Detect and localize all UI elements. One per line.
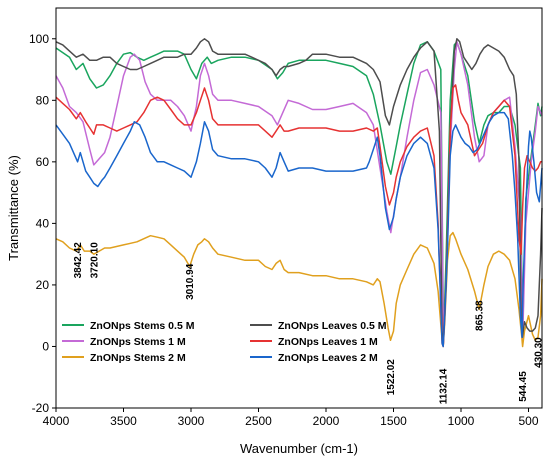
legend: ZnONps Stems 0.5 M ZnONps Stems 1 M ZnONps…: [62, 320, 387, 364]
x-tick-label: 1000: [448, 414, 475, 428]
x-tick-label: 4000: [43, 414, 70, 428]
legend-label: ZnONps Stems 2 M: [90, 352, 186, 364]
series-line-4: [55, 38, 543, 342]
y-tick-label: 0: [42, 339, 49, 353]
legend-label: ZnONps Stems 1 M: [90, 336, 186, 348]
legend-label: ZnONps Leaves 2 M: [278, 352, 378, 364]
series-line-3: [55, 231, 543, 348]
y-tick-label: 80: [36, 93, 50, 107]
series-layer: [55, 38, 543, 348]
y-axis-title: Transmittance (%): [6, 155, 21, 261]
plot-frame: [55, 7, 543, 409]
peak-label: 430.30: [534, 337, 545, 368]
legend-label: ZnONps Stems 0.5 M: [90, 320, 195, 332]
y-tick-label: -20: [32, 401, 50, 415]
x-tick-label: 3500: [110, 414, 137, 428]
y-tick-label: 100: [29, 32, 49, 46]
x-axis-title: Wavenumber (cm-1): [240, 441, 358, 456]
peak-label: 3842.42: [73, 242, 84, 279]
y-tick-label: 40: [36, 216, 50, 230]
annotation-layer: 3842.42 3720.10 3010.94 1522.02 1132.14 865.3…: [73, 242, 545, 405]
legend-label: ZnONps Leaves 0.5 M: [278, 320, 387, 332]
x-tick-label: 2000: [313, 414, 340, 428]
y-tick-label: 20: [36, 278, 50, 292]
x-tick-label: 1500: [380, 414, 407, 428]
peak-label: 3720.10: [89, 242, 100, 279]
x-tick-label: 500: [518, 414, 538, 428]
peak-label: 865.38: [475, 300, 486, 331]
series-line-2: [55, 41, 543, 345]
series-line-5: [55, 84, 542, 348]
axes-layer: 4000 3500 3000 2500 2000 1500 1000 500 -20 0 20 40 6…: [29, 32, 539, 428]
legend-label: ZnONps Leaves 1 M: [278, 336, 378, 348]
peak-label: 1132.14: [439, 368, 450, 404]
x-tick-label: 3000: [178, 414, 205, 428]
peak-label: 3010.94: [185, 263, 196, 300]
series-line-6: [55, 111, 543, 348]
y-tick-label: 60: [36, 155, 50, 169]
x-tick-label: 2500: [245, 414, 272, 428]
peak-label: 544.45: [518, 371, 529, 402]
peak-label: 1522.02: [386, 359, 397, 396]
